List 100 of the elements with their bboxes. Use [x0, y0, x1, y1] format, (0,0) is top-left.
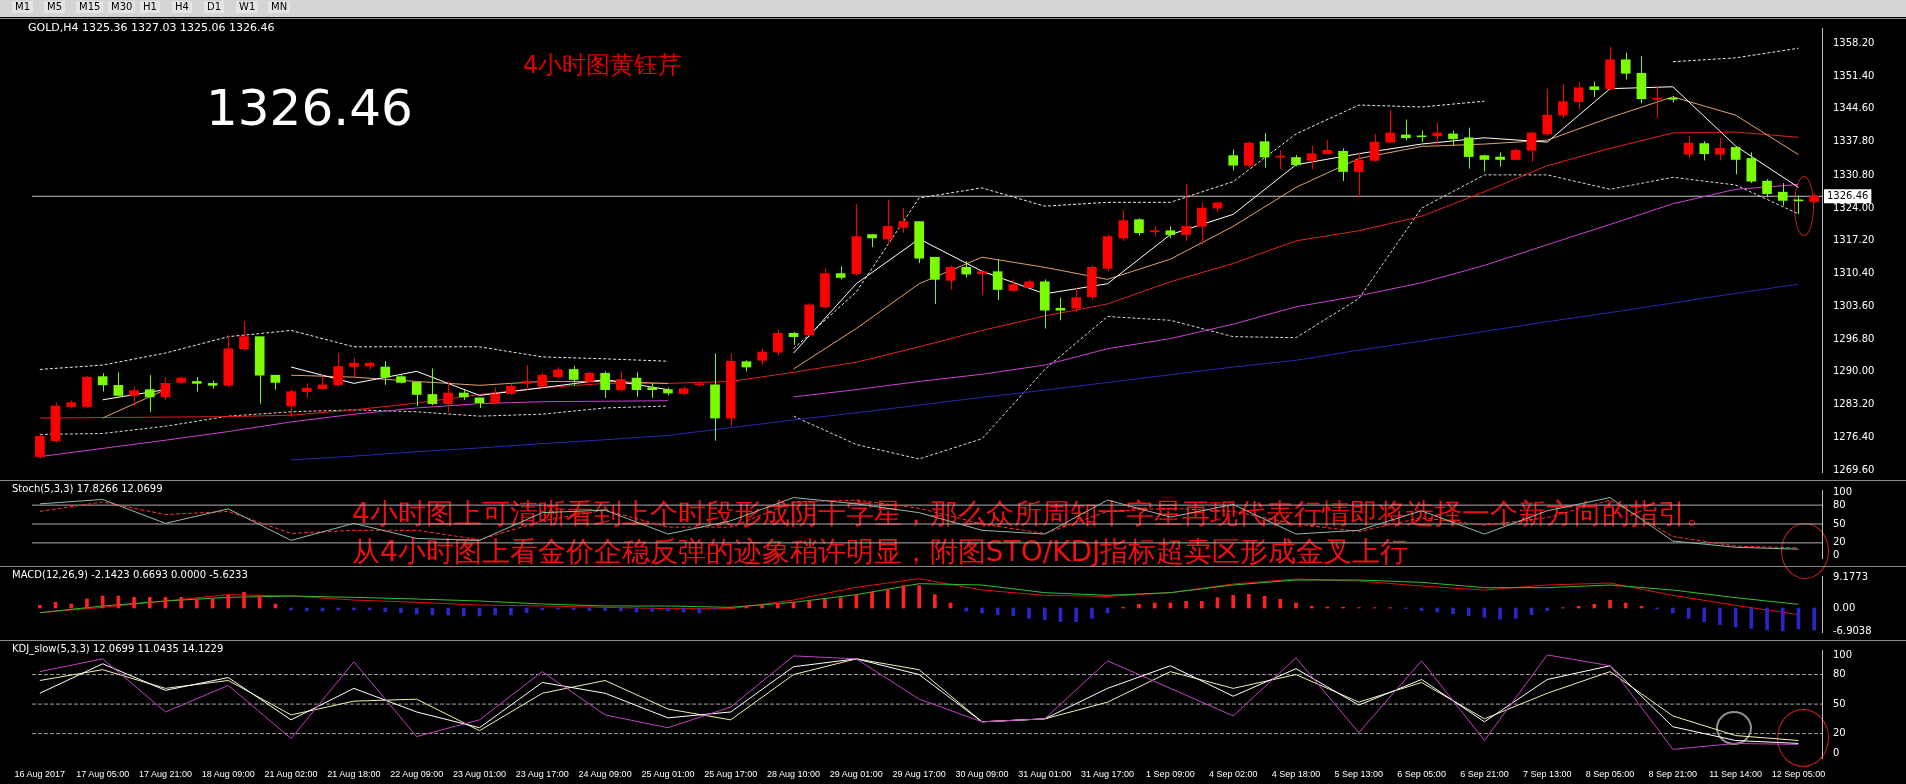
- candlestick: [66, 400, 77, 409]
- bar: [870, 592, 874, 609]
- x-tick-label: 4 Sep 02:00: [1208, 769, 1258, 780]
- y-tick-label: 1351.40: [1833, 69, 1875, 81]
- x-tick-label: 6 Sep 05:00: [1397, 769, 1446, 780]
- bar: [807, 600, 812, 609]
- text: W1: [236, 1, 259, 13]
- bar: [1184, 601, 1188, 609]
- candlestick: [506, 382, 516, 396]
- y-tick-label: 1310.40: [1833, 267, 1875, 279]
- candlestick: [757, 348, 767, 366]
- x-tick-label: 17 Aug 05:00: [76, 769, 130, 780]
- y-tick-label: 1303.60: [1833, 299, 1875, 311]
- candlestick: [1134, 217, 1144, 237]
- candlestick: [977, 270, 987, 296]
- candlestick: [600, 370, 610, 399]
- bar: [1435, 607, 1440, 613]
- bar: [493, 607, 498, 616]
- y-tick-label: 1330.80: [1833, 168, 1875, 180]
- x-tick-label: 16 Aug 2017: [14, 769, 66, 780]
- bar: [304, 607, 309, 612]
- candlestick: [1479, 154, 1490, 173]
- candlestick: [1039, 278, 1050, 329]
- candlestick: [1510, 147, 1521, 161]
- candlestick: [568, 365, 579, 386]
- bar: [242, 592, 246, 609]
- x-tick-label: 21 Aug 02:00: [264, 769, 318, 780]
- y-tick-label: 0: [1833, 746, 1840, 758]
- bar: [1702, 607, 1707, 622]
- candlestick: [1087, 264, 1097, 301]
- x-tick-label: 11 Sep 14:00: [1709, 769, 1763, 780]
- bar: [399, 607, 403, 613]
- bar: [1513, 607, 1518, 619]
- x-tick-label: 18 Aug 09:00: [201, 769, 255, 780]
- text: 4小时图黄钰芹: [523, 51, 683, 79]
- chart-title: MACD(12,26,9) -2.1423 0.6693 0.0000 -5.6233: [12, 569, 248, 580]
- x-tick-label: 29 Aug 17:00: [892, 769, 946, 780]
- y-tick-label: 1283.20: [1833, 398, 1875, 410]
- y-tick-label: 1317.20: [1833, 234, 1875, 246]
- bar: [666, 607, 670, 611]
- y-tick-label: 0.00: [1833, 601, 1856, 613]
- annotation: GOLD,H4 1325.36 1327.03 1325.06 1326.46: [28, 21, 275, 35]
- candlestick: [725, 353, 736, 427]
- bar: [1247, 594, 1251, 609]
- y-tick-label: 1324.00: [1833, 201, 1875, 213]
- ref-line-label: 1326.46: [1827, 189, 1869, 201]
- candlestick: [1777, 182, 1788, 207]
- candlestick: [1181, 183, 1191, 242]
- candlestick: [1306, 145, 1317, 170]
- candlestick: [1118, 210, 1129, 242]
- x-tick-label: 8 Sep 05:00: [1585, 769, 1635, 780]
- bar: [1451, 607, 1455, 614]
- y-tick-label: 1290.00: [1833, 365, 1875, 377]
- candlestick: [192, 376, 202, 393]
- bar: [461, 607, 466, 617]
- bar: [1718, 607, 1722, 625]
- bar: [257, 595, 262, 609]
- candlestick: [1196, 201, 1207, 246]
- candlestick: [930, 256, 940, 305]
- candlestick: [521, 364, 532, 391]
- candlestick: [1055, 297, 1066, 321]
- bar: [1199, 601, 1204, 609]
- candlestick: [35, 433, 45, 460]
- x-tick-label: 6 Sep 21:00: [1460, 769, 1509, 780]
- bar: [1545, 607, 1550, 611]
- candlestick: [207, 380, 218, 390]
- candlestick: [898, 207, 909, 234]
- candlestick: [1165, 225, 1176, 239]
- bar: [179, 597, 183, 609]
- bar: [226, 594, 231, 609]
- bar: [1812, 607, 1816, 631]
- candlestick: [144, 374, 155, 413]
- bar: [147, 597, 152, 609]
- bar: [1042, 607, 1047, 620]
- bar: [980, 607, 984, 614]
- candlestick: [615, 370, 626, 393]
- candlestick: [1463, 127, 1474, 170]
- y-tick-label: 20: [1833, 727, 1846, 739]
- bar: [1074, 607, 1078, 622]
- x-tick-label: 17 Aug 21:00: [138, 769, 192, 780]
- y-tick-label: 20: [1833, 536, 1846, 548]
- candlestick: [1668, 95, 1678, 103]
- bar: [650, 607, 655, 612]
- candlestick: [1558, 83, 1568, 119]
- candlestick: [820, 267, 830, 309]
- bar: [446, 607, 450, 616]
- bar: [917, 585, 921, 609]
- text: M15: [76, 1, 104, 13]
- y-tick-label: 50: [1833, 697, 1846, 709]
- candlestick: [301, 382, 312, 399]
- candlestick: [1605, 46, 1615, 92]
- bar: [509, 607, 513, 616]
- y-tick-label: 1296.80: [1833, 332, 1875, 344]
- text: D1: [204, 1, 225, 13]
- x-tick-label: 23 Aug 17:00: [515, 769, 569, 780]
- bar: [1278, 599, 1283, 609]
- text: M5: [44, 1, 65, 13]
- bar: [1090, 607, 1094, 619]
- bar: [1498, 607, 1502, 620]
- text: H4: [172, 1, 192, 13]
